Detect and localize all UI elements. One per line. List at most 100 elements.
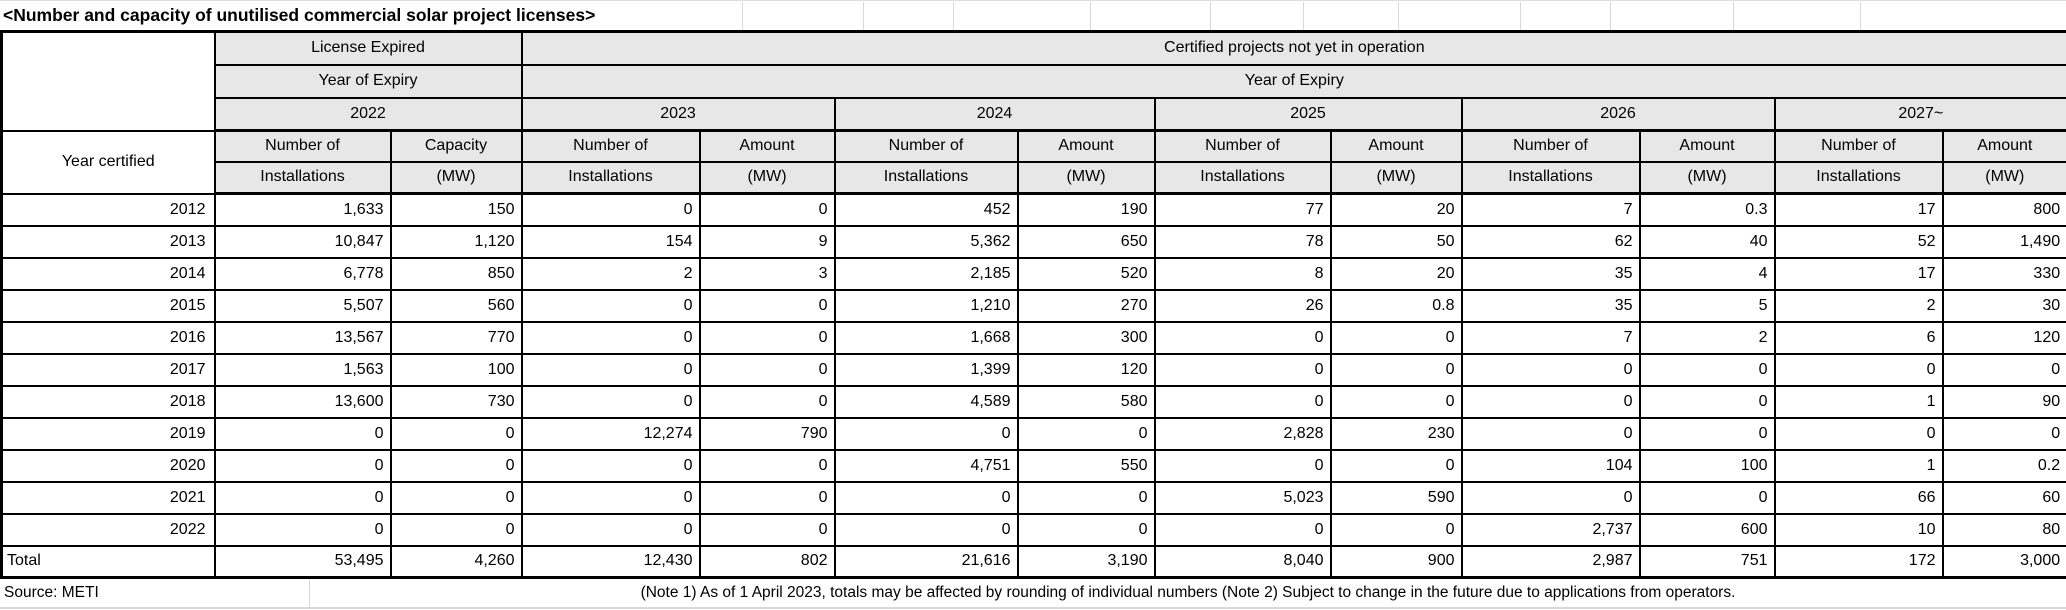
value-cell: 452 (833, 192, 1019, 227)
value-cell: 230 (1329, 416, 1463, 451)
subheader-number-of: Number of (1773, 129, 1944, 163)
subheader-capacity: Capacity (389, 129, 523, 163)
value-cell: 150 (389, 192, 523, 227)
value-cell: 0 (520, 480, 701, 515)
value-cell: 0 (1460, 416, 1641, 451)
expiry-header-left: Year of Expiry (213, 63, 523, 99)
value-cell: 12,430 (520, 544, 701, 579)
value-cell: 8,040 (1153, 544, 1332, 579)
source-label: Source: METI (0, 579, 310, 607)
value-cell: 0 (1329, 512, 1463, 547)
value-cell: 0 (698, 352, 836, 387)
value-cell: 35 (1460, 288, 1641, 323)
value-cell: 590 (1329, 480, 1463, 515)
value-cell: 100 (1638, 448, 1776, 483)
value-cell: 1,120 (389, 224, 523, 259)
value-cell: 0 (698, 288, 836, 323)
value-cell: 0 (389, 448, 523, 483)
row-label: 2021 (0, 480, 216, 515)
value-cell: 6,778 (213, 256, 392, 291)
value-cell: 4,589 (833, 384, 1019, 419)
value-cell: 17 (1773, 192, 1944, 227)
value-cell: 800 (1941, 192, 2066, 227)
note-text: (Note 1) As of 1 April 2023, totals may … (640, 584, 1736, 601)
subheader-amount: Amount (1329, 129, 1463, 163)
value-cell: 20 (1329, 192, 1463, 227)
value-cell: 0 (1329, 384, 1463, 419)
value-cell: 1,563 (213, 352, 392, 387)
value-cell: 0 (698, 384, 836, 419)
value-cell: 0 (1016, 416, 1156, 451)
value-cell: 900 (1329, 544, 1463, 579)
value-cell: 0 (1016, 480, 1156, 515)
value-cell: 10,847 (213, 224, 392, 259)
value-cell: 0 (1460, 480, 1641, 515)
value-cell: 4,751 (833, 448, 1019, 483)
subheader-installations: Installations (520, 160, 701, 195)
value-cell: 2 (1638, 320, 1776, 355)
year-header-2027: 2027~ (1773, 96, 2066, 132)
table-row: 2019 0 0 12,274 790 0 0 2,828 230 0 0 0 0 (0, 416, 2066, 451)
value-cell: 600 (1638, 512, 1776, 547)
subheader-mw: (MW) (1941, 160, 2066, 195)
row-label: 2020 (0, 448, 216, 483)
subheader-installations: Installations (833, 160, 1019, 195)
value-cell: 120 (1016, 352, 1156, 387)
value-cell: 6 (1773, 320, 1944, 355)
expiry-header-right: Year of Expiry (520, 63, 2066, 99)
value-cell: 52 (1773, 224, 1944, 259)
value-cell: 0 (1329, 448, 1463, 483)
total-row: Total 53,495 4,260 12,430 802 21,616 3,190 8,04… (0, 544, 2066, 579)
value-cell: 35 (1460, 256, 1641, 291)
value-cell: 580 (1016, 384, 1156, 419)
subheader-installations: Installations (1153, 160, 1332, 195)
value-cell: 77 (1153, 192, 1332, 227)
subheader-mw: (MW) (1329, 160, 1463, 195)
value-cell: 1,490 (1941, 224, 2066, 259)
value-cell: 172 (1773, 544, 1944, 579)
value-cell: 190 (1016, 192, 1156, 227)
value-cell: 1 (1773, 448, 1944, 483)
value-cell: 0 (1329, 320, 1463, 355)
header-row-years: 2022 2023 2024 2025 2026 2027~ (2, 96, 2066, 132)
value-cell: 0 (213, 480, 392, 515)
table-row: 2013 10,847 1,120 154 9 5,362 650 78 50 62 40 52 1,4… (0, 224, 2066, 259)
value-cell: 0 (389, 416, 523, 451)
table-row: 2016 13,567 770 0 0 1,668 300 0 0 7 2 6 120 (0, 320, 2066, 355)
value-cell: 0 (1153, 384, 1332, 419)
title-gridline (953, 2, 954, 30)
value-cell: 0 (1016, 512, 1156, 547)
value-cell: 0 (1153, 320, 1332, 355)
group-header-certified-projects: Certified projects not yet in operation (520, 30, 2066, 66)
value-cell: 66 (1773, 480, 1944, 515)
value-cell: 0 (833, 480, 1019, 515)
title-gridline (1733, 2, 1734, 30)
value-cell: 26 (1153, 288, 1332, 323)
value-cell: 0 (1638, 416, 1776, 451)
value-cell: 0.2 (1941, 448, 2066, 483)
value-cell: 560 (389, 288, 523, 323)
value-cell: 3,000 (1941, 544, 2066, 579)
value-cell: 0 (698, 448, 836, 483)
value-cell: 9 (698, 224, 836, 259)
year-header-2025: 2025 (1153, 96, 1463, 132)
value-cell: 0 (520, 448, 701, 483)
value-cell: 4 (1638, 256, 1776, 291)
group-header-license-expired: License Expired (213, 30, 523, 66)
title-gridline (1520, 2, 1521, 30)
value-cell: 5,023 (1153, 480, 1332, 515)
subheader-number-of: Number of (520, 129, 701, 163)
value-cell: 5,507 (213, 288, 392, 323)
header-row-groups: License Expired Certified projects not y… (0, 30, 2066, 132)
value-cell: 21,616 (833, 544, 1019, 579)
value-cell: 13,600 (213, 384, 392, 419)
value-cell: 10 (1773, 512, 1944, 547)
title-gridline (742, 2, 743, 30)
row-label: 2013 (0, 224, 216, 259)
table-row: 2012 1,633 150 0 0 452 190 77 20 7 0.3 17 800 (0, 192, 2066, 227)
value-cell: 0 (520, 352, 701, 387)
subheader-mw: (MW) (1016, 160, 1156, 195)
value-cell: 53,495 (213, 544, 392, 579)
row-label: 2012 (0, 192, 216, 227)
year-header-2024: 2024 (833, 96, 1156, 132)
